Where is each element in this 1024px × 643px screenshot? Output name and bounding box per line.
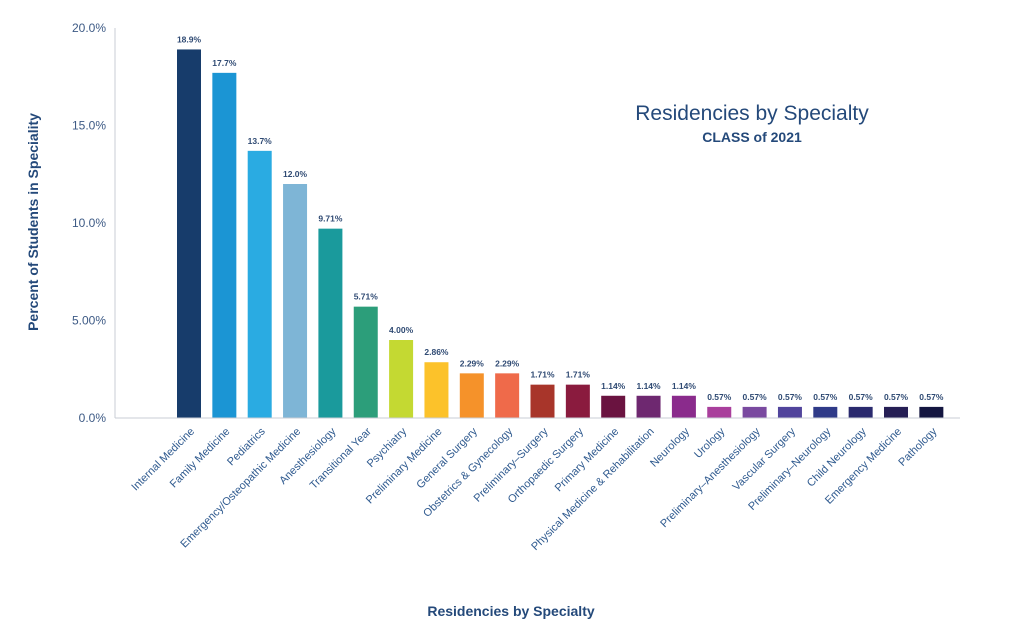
bar <box>636 395 661 418</box>
x-tick-label: Family Medicine <box>168 426 233 491</box>
bar <box>601 395 626 418</box>
bar <box>495 373 520 418</box>
bar <box>813 406 838 418</box>
x-axis-title: Residencies by Specialty <box>427 603 595 619</box>
y-ticks-group: 0.0% 5.00% 10.0% 15.0% 20.0% <box>72 21 106 425</box>
y-tick-label: 15.0% <box>72 119 106 133</box>
bar-value-label: 0.57% <box>813 392 838 402</box>
bar <box>742 406 767 418</box>
bar-value-label: 1.14% <box>672 381 697 391</box>
bar-value-label: 9.71% <box>318 214 343 224</box>
bar-value-label: 5.71% <box>354 292 379 302</box>
bar-value-label: 4.00% <box>389 325 414 335</box>
bar <box>283 184 308 418</box>
bar-value-label: 0.57% <box>884 392 909 402</box>
bar-value-label: 12.0% <box>283 169 308 179</box>
bar <box>884 406 908 418</box>
bar <box>318 228 343 418</box>
bar <box>919 406 944 418</box>
bar <box>389 340 414 418</box>
bar <box>424 362 449 418</box>
bar <box>353 306 378 418</box>
bar-value-label: 0.57% <box>849 392 874 402</box>
bar <box>177 49 201 418</box>
bar-value-label: 17.7% <box>212 58 237 68</box>
x-tick-label: General Surgery <box>414 425 480 491</box>
y-axis-title: Percent of Students in Speciality <box>25 113 41 331</box>
bar-value-label: 2.29% <box>460 358 485 368</box>
x-tick-label: Vascular Surgery <box>730 425 798 493</box>
bar-value-label: 18.9% <box>177 34 202 44</box>
bar-value-label: 0.57% <box>919 392 944 402</box>
bar-value-label: 2.29% <box>495 358 520 368</box>
bar-value-label: 0.57% <box>778 392 803 402</box>
bar <box>459 373 484 418</box>
x-tick-label: Transitional Year <box>308 425 374 491</box>
bar-value-label: 13.7% <box>248 136 273 146</box>
bar-value-label: 2.86% <box>424 347 449 357</box>
y-tick-label: 10.0% <box>72 216 106 230</box>
bar-value-label: 0.57% <box>743 392 768 402</box>
bar <box>671 395 696 418</box>
bar-value-label: 1.71% <box>530 370 555 380</box>
bar <box>247 150 272 418</box>
x-tick-label: Internal Medicine <box>129 426 197 494</box>
bar <box>565 384 590 418</box>
bar-value-label: 1.14% <box>636 381 661 391</box>
x-tick-label: Primary Medicine <box>553 426 622 495</box>
bar-value-label: 1.71% <box>566 370 591 380</box>
bar-value-label: 1.14% <box>601 381 626 391</box>
chart-title: Residencies by Specialty <box>635 102 869 125</box>
y-tick-label: 0.0% <box>79 411 107 425</box>
x-tick-label: Pathology <box>896 425 939 468</box>
bar-labels-group: 18.9% 17.7% 13.7% 12.0% 9.71% 5.71% 4.00% 2.86%… <box>177 34 944 401</box>
bar <box>212 72 237 418</box>
bar <box>848 406 873 418</box>
bars-group <box>177 49 944 418</box>
bar <box>530 384 555 418</box>
x-tick-label: Urology <box>692 425 728 461</box>
x-tick-label: Neurology <box>648 425 692 469</box>
chart-subtitle: CLASS of 2021 <box>702 129 802 145</box>
y-tick-label: 5.00% <box>72 314 106 328</box>
bar <box>777 406 802 418</box>
y-tick-label: 20.0% <box>72 21 106 35</box>
bar-value-label: 0.57% <box>707 392 732 402</box>
bar <box>707 406 732 418</box>
